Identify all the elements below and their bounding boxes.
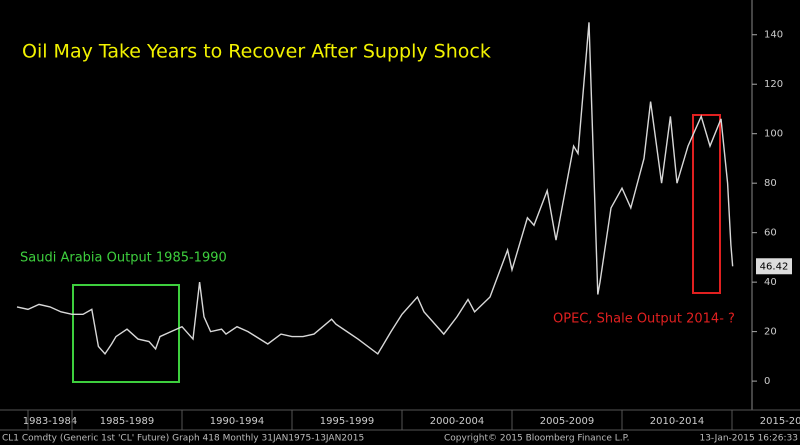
y-tick-label: 60 xyxy=(764,228,777,239)
x-tick-label: 2010-2014 xyxy=(650,416,705,427)
y-tick-label: 120 xyxy=(764,79,783,90)
x-tick-label: 1995-1999 xyxy=(320,416,375,427)
x-tick-label: 1990-1994 xyxy=(210,416,265,427)
x-tick-label: 2015-2019 xyxy=(760,416,800,427)
chart-title: Oil May Take Years to Recover After Supp… xyxy=(22,41,491,63)
y-tick-label: 140 xyxy=(764,30,783,41)
y-tick-label: 80 xyxy=(764,178,777,189)
annotation: OPEC, Shale Output 2014- ? xyxy=(553,312,735,327)
highlight-box xyxy=(72,284,180,383)
highlight-box xyxy=(692,114,721,294)
annotation: Saudi Arabia Output 1985-1990 xyxy=(20,251,227,266)
last-price-box xyxy=(756,258,792,275)
x-tick-label: 1985-1989 xyxy=(100,416,155,427)
y-tick-label: 100 xyxy=(764,129,783,140)
price-line xyxy=(16,22,734,356)
x-tick-label: 1983-1984 xyxy=(23,416,78,427)
footer-text: CL1 Comdty (Generic 1st 'CL' Future) Gra… xyxy=(2,434,364,444)
y-tick-label: 40 xyxy=(764,277,777,288)
footer-text: Copyright© 2015 Bloomberg Finance L.P. xyxy=(444,434,629,444)
y-tick-label: 20 xyxy=(764,327,777,338)
x-tick-label: 2000-2004 xyxy=(430,416,485,427)
footer-text: 13-Jan-2015 16:26:33 xyxy=(699,434,798,444)
x-tick-label: 2005-2009 xyxy=(540,416,595,427)
y-tick-label: 0 xyxy=(764,376,770,387)
last-price-label: 46.42 xyxy=(760,261,789,272)
